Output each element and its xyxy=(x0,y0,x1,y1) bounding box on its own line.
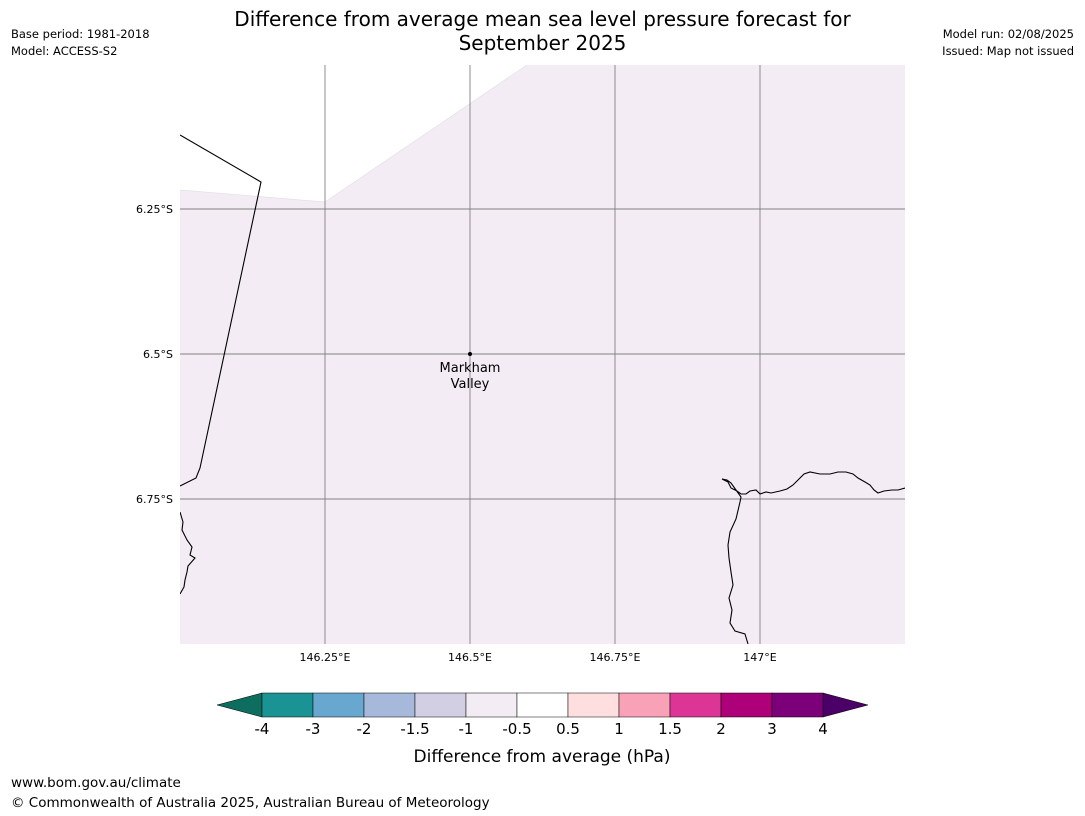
model-text: Model: ACCESS-S2 xyxy=(11,44,118,58)
colorbar-segments xyxy=(261,692,824,718)
lon-label-146-5: 146.5°E xyxy=(448,651,492,664)
colorbar-segment xyxy=(618,692,671,718)
colorbar-tick-label: 2 xyxy=(716,720,726,738)
colorbar-segment xyxy=(669,692,722,718)
colorbar-tick-label: 1 xyxy=(614,720,624,738)
lon-label-146-25: 146.25°E xyxy=(300,651,351,664)
colorbar-segment xyxy=(414,692,467,718)
colorbar-tick-label: 1.5 xyxy=(658,720,682,738)
model-run-text: Model run: 02/08/2025 xyxy=(942,27,1074,41)
colorbar-under-arrow xyxy=(216,692,263,718)
colorbar-segment xyxy=(720,692,773,718)
unshaded-region xyxy=(180,65,527,202)
base-period-text: Base period: 1981-2018 xyxy=(11,27,150,41)
colorbar-title: Difference from average (hPa) xyxy=(414,747,671,767)
lon-label-147: 147°E xyxy=(743,651,776,664)
colorbar-over-arrow xyxy=(822,692,869,718)
colorbar-segment xyxy=(516,692,569,718)
lat-label-6-25: 6.25°S xyxy=(136,203,173,216)
colorbar-segment xyxy=(363,692,416,718)
colorbar-segment xyxy=(771,692,824,718)
lat-label-6-75: 6.75°S xyxy=(136,493,173,506)
map-title-line-1: Difference from average mean sea level p… xyxy=(234,7,851,31)
coastline-east xyxy=(721,471,905,644)
colorbar-segment xyxy=(465,692,518,718)
colorbar-segment xyxy=(567,692,620,718)
colorbar-tick-label: -0.5 xyxy=(502,720,531,738)
coastlines xyxy=(180,134,905,644)
colorbar-tick-label: -4 xyxy=(255,720,270,738)
lon-label-146-75: 146.75°E xyxy=(590,651,641,664)
colorbar-tick-label: 3 xyxy=(767,720,777,738)
longitude-labels: 146.25°E 146.5°E 146.75°E 147°E xyxy=(300,651,777,664)
footer-copyright: © Commonwealth of Australia 2025, Austra… xyxy=(11,795,490,811)
border-line xyxy=(180,134,262,487)
gridlines xyxy=(180,65,905,644)
map-title: Difference from average mean sea level p… xyxy=(180,7,905,55)
header-meta-left: Base period: 1981-2018 Model: ACCESS-S2 xyxy=(11,26,150,60)
map-title-line-2: September 2025 xyxy=(458,31,627,55)
colorbar-segment xyxy=(261,692,314,718)
place-label-line-2: Valley xyxy=(451,377,490,392)
colorbar-tick-label: -1.5 xyxy=(400,720,429,738)
issued-text: Issued: Map not issued xyxy=(942,44,1074,58)
colorbar-labels: -4 -3 -2 -1.5 -1 -0.5 0.5 1 1.5 2 3 4 xyxy=(255,720,828,738)
footer-url: www.bom.gov.au/climate xyxy=(11,775,181,791)
colorbar-tick-label: 4 xyxy=(818,720,828,738)
map-panel: Markham Valley xyxy=(180,65,905,644)
colorbar-tick-label: 0.5 xyxy=(556,720,580,738)
latitude-labels: 6.25°S 6.5°S 6.75°S xyxy=(136,203,173,506)
place-marker xyxy=(468,352,472,356)
colorbar-tick-label: -1 xyxy=(459,720,474,738)
colorbar-segment xyxy=(312,692,365,718)
lat-label-6-5: 6.5°S xyxy=(143,348,173,361)
header-meta-right: Model run: 02/08/2025 Issued: Map not is… xyxy=(942,26,1074,60)
colorbar-tick-label: -2 xyxy=(357,720,372,738)
colorbar: -4 -3 -2 -1.5 -1 -0.5 0.5 1 1.5 2 3 4 Difference fr… xyxy=(216,692,869,767)
coastline-west xyxy=(180,511,196,595)
colorbar-tick-label: -3 xyxy=(306,720,321,738)
place-label-line-1: Markham xyxy=(440,361,501,376)
